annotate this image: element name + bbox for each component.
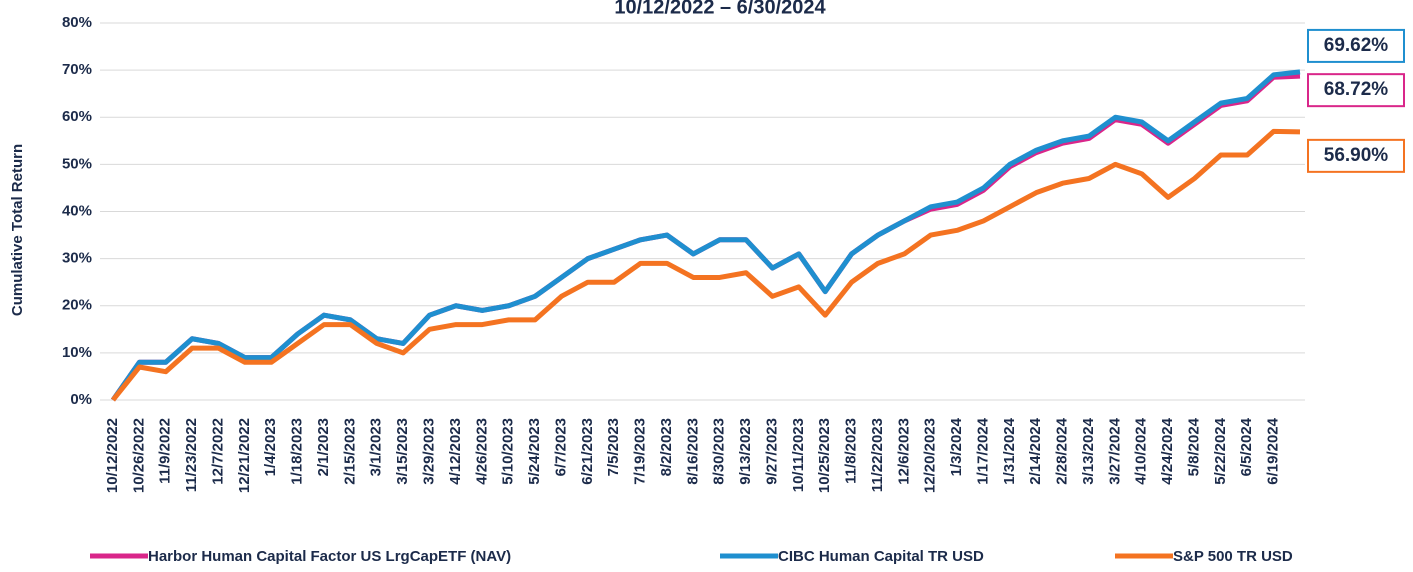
- y-tick-label: 50%: [62, 155, 92, 172]
- x-tick-label: 7/5/2023: [605, 418, 622, 476]
- x-tick-label: 6/21/2023: [579, 418, 596, 485]
- x-tick-label: 5/22/2024: [1212, 417, 1229, 484]
- x-tick-label: 10/26/2022: [130, 418, 147, 493]
- x-tick-label: 11/22/2023: [869, 418, 886, 492]
- x-tick-label: 12/7/2022: [209, 418, 226, 485]
- x-tick-label: 1/17/2024: [974, 417, 991, 484]
- x-tick-label: 1/4/2023: [262, 418, 279, 476]
- x-tick-label: 11/23/2022: [183, 418, 200, 492]
- x-tick-label: 6/7/2023: [552, 418, 569, 476]
- x-tick-label: 6/19/2024: [1265, 417, 1282, 484]
- x-tick-label: 9/27/2023: [763, 418, 780, 485]
- series-line: [111, 128, 1301, 402]
- y-tick-label: 40%: [62, 202, 92, 219]
- x-tick-label: 8/30/2023: [711, 418, 728, 485]
- x-tick-label: 5/24/2023: [526, 418, 543, 485]
- x-tick-label: 3/15/2023: [394, 418, 411, 485]
- x-tick-label: 4/24/2024: [1159, 417, 1176, 484]
- x-tick-label: 9/13/2023: [737, 418, 754, 485]
- x-tick-label: 3/29/2023: [421, 418, 438, 485]
- series-line: [110, 73, 1301, 402]
- y-tick-label: 70%: [62, 61, 92, 78]
- x-tick-label: 10/25/2023: [816, 418, 833, 493]
- x-tick-label: 2/14/2024: [1027, 417, 1044, 484]
- x-tick-label: 1/31/2024: [1001, 417, 1018, 484]
- legend-label: S&P 500 TR USD: [1173, 548, 1293, 565]
- chart-title: 10/12/2022 – 6/30/2024: [614, 0, 826, 18]
- x-tick-label: 2/28/2024: [1054, 417, 1071, 484]
- x-tick-label: 10/11/2023: [790, 418, 807, 492]
- x-tick-label: 7/19/2023: [632, 418, 649, 485]
- value-label-box: [1307, 138, 1405, 173]
- y-tick-label: 10%: [62, 344, 92, 361]
- legend-label: Harbor Human Capital Factor US LrgCapETF…: [148, 548, 511, 565]
- legend-label: CIBC Human Capital TR USD: [778, 548, 984, 565]
- value-label-box: [1307, 28, 1405, 63]
- x-tick-label: 12/6/2023: [895, 418, 912, 485]
- x-tick-label: 5/10/2023: [500, 418, 517, 485]
- x-tick-label: 1/18/2023: [289, 418, 306, 485]
- y-axis-label: Cumulative Total Return: [9, 144, 26, 316]
- x-tick-label: 4/10/2024: [1133, 417, 1150, 484]
- y-tick-label: 30%: [62, 250, 92, 267]
- x-tick-label: 1/3/2024: [948, 417, 965, 476]
- x-tick-label: 12/20/2023: [922, 418, 939, 493]
- value-label: 68.72%: [1324, 79, 1389, 100]
- y-tick-label: 60%: [62, 108, 92, 125]
- x-tick-label: 12/21/2022: [236, 418, 253, 493]
- series-line: [110, 69, 1301, 402]
- x-tick-label: 3/13/2024: [1080, 417, 1097, 484]
- x-tick-label: 3/1/2023: [368, 418, 385, 476]
- x-tick-label: 11/8/2023: [843, 418, 860, 484]
- x-tick-label: 8/2/2023: [658, 418, 675, 476]
- y-tick-label: 20%: [62, 297, 92, 314]
- x-tick-label: 6/5/2024: [1238, 417, 1255, 476]
- x-tick-label: 10/12/2022: [104, 418, 121, 493]
- x-tick-label: 8/16/2023: [684, 418, 701, 485]
- y-tick-label: 80%: [62, 14, 92, 31]
- x-tick-label: 3/27/2024: [1106, 417, 1123, 484]
- value-label: 69.62%: [1324, 35, 1389, 56]
- value-label: 56.90%: [1324, 145, 1389, 166]
- y-tick-label: 0%: [70, 391, 92, 408]
- x-tick-label: 2/1/2023: [315, 418, 332, 476]
- value-label-box: [1307, 73, 1405, 108]
- x-tick-label: 11/9/2022: [157, 418, 174, 484]
- x-tick-label: 4/26/2023: [473, 418, 490, 485]
- x-tick-label: 2/15/2023: [341, 418, 358, 485]
- x-tick-label: 5/8/2024: [1185, 417, 1202, 476]
- x-tick-label: 4/12/2023: [447, 418, 464, 485]
